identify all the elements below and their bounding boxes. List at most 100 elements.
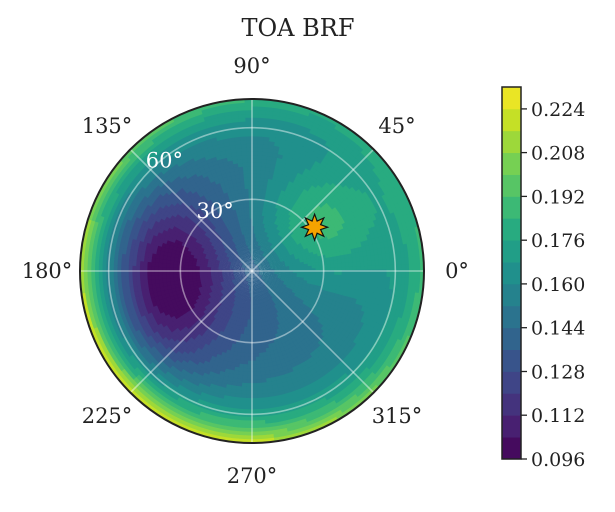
heatmap-cell [258, 280, 262, 285]
heatmap-cell [249, 271, 252, 275]
heatmap-cell [239, 277, 244, 281]
heatmap-cell [255, 285, 258, 290]
heatmap-cell [258, 265, 263, 269]
heatmap-cell [255, 266, 260, 270]
heatmap-cell [264, 278, 269, 283]
heatmap-cell [230, 242, 235, 248]
heatmap-cell [248, 271, 252, 275]
heatmap-cell [252, 271, 255, 275]
heatmap-cell [241, 279, 245, 284]
heatmap-cell [243, 261, 248, 266]
heatmap-cell [254, 264, 258, 269]
heatmap-cell [253, 289, 256, 294]
heatmap-cell [234, 249, 239, 254]
heatmap-cell [251, 247, 253, 253]
heatmap-cell [252, 271, 256, 275]
heatmap-cell [233, 266, 238, 268]
heatmap-cell [239, 294, 243, 300]
heatmap-cell [256, 248, 259, 254]
heatmap-cell [240, 269, 245, 271]
heatmap-cell [261, 290, 265, 296]
heatmap-cell [255, 256, 258, 261]
heatmap-cell [233, 286, 238, 291]
heatmap-cell [241, 274, 246, 277]
heatmap-cell [252, 262, 254, 268]
heatmap-cell [244, 252, 247, 258]
heatmap-cell [273, 263, 279, 267]
heatmap-cell [265, 296, 270, 302]
heatmap-cell [239, 282, 244, 287]
heatmap-cell [226, 253, 231, 258]
heatmap-cell [249, 267, 252, 271]
heatmap-cell [261, 251, 266, 256]
heatmap-cell [235, 279, 240, 283]
heatmap-cell [262, 302, 266, 308]
heatmap-cell [254, 264, 257, 269]
heatmap-cell [252, 271, 255, 275]
heatmap-cell [261, 263, 267, 267]
heatmap-cell [255, 268, 260, 270]
heatmap-cell [243, 253, 247, 258]
heatmap-cell [255, 248, 257, 253]
heatmap-cell [246, 260, 250, 265]
heatmap-cell [262, 257, 267, 262]
heatmap-cell [222, 277, 228, 281]
heatmap-cell [239, 251, 243, 256]
heatmap-cell [247, 269, 252, 271]
heatmap-cell [252, 267, 255, 271]
heatmap-cell [254, 273, 257, 278]
heatmap-cell [247, 281, 250, 287]
heatmap-cell [248, 248, 251, 253]
heatmap-cell [243, 249, 247, 254]
heatmap-cell [224, 256, 229, 261]
heatmap-cell [236, 272, 242, 275]
heatmap-cell [255, 277, 259, 282]
heatmap-cell [243, 276, 248, 280]
heatmap-cell [270, 274, 275, 276]
heatmap-cell [265, 263, 271, 266]
heatmap-cell [249, 267, 252, 271]
heatmap-cell [271, 257, 276, 261]
heatmap-cell [218, 276, 223, 279]
heatmap-cell [238, 276, 243, 279]
heatmap-cell [272, 260, 278, 264]
heatmap-cell [243, 280, 247, 285]
heatmap-cell [254, 255, 257, 261]
heatmap-cell [283, 280, 289, 284]
heatmap-cell [251, 251, 253, 257]
heatmap-cell [221, 274, 227, 277]
heatmap-cell [227, 259, 232, 263]
heatmap-cell [233, 232, 238, 238]
heatmap-cell [248, 304, 251, 309]
heatmap-cell [218, 286, 224, 291]
heatmap-cell [266, 250, 271, 255]
heatmap-cell [269, 277, 274, 280]
heatmap-cell [262, 257, 267, 261]
heatmap-cell [278, 254, 284, 259]
heatmap-cell [253, 255, 255, 260]
heatmap-cell [252, 244, 255, 249]
heatmap-cell [266, 265, 271, 268]
heatmap-cell [233, 273, 238, 276]
heatmap-cell [244, 288, 247, 294]
heatmap-cell [250, 271, 252, 276]
heatmap-cell [240, 291, 244, 296]
heatmap-cell [241, 273, 246, 277]
heatmap-cell [252, 271, 255, 275]
heatmap-cell [259, 250, 263, 255]
heatmap-cell [254, 255, 257, 261]
heatmap-cell [227, 279, 232, 283]
heatmap-cell [254, 264, 258, 269]
heatmap-cell [246, 264, 250, 269]
heatmap-cell [245, 252, 248, 257]
heatmap-cell [269, 248, 274, 253]
heatmap-cell [255, 272, 260, 274]
heatmap-cell [280, 278, 286, 282]
heatmap-cell [249, 267, 252, 271]
heatmap-cell [237, 281, 242, 285]
heatmap-cell [258, 273, 264, 276]
heatmap-cell [249, 289, 252, 295]
heatmap-cell [240, 272, 245, 275]
heatmap-cell [257, 296, 261, 301]
heatmap-cell [242, 295, 246, 301]
